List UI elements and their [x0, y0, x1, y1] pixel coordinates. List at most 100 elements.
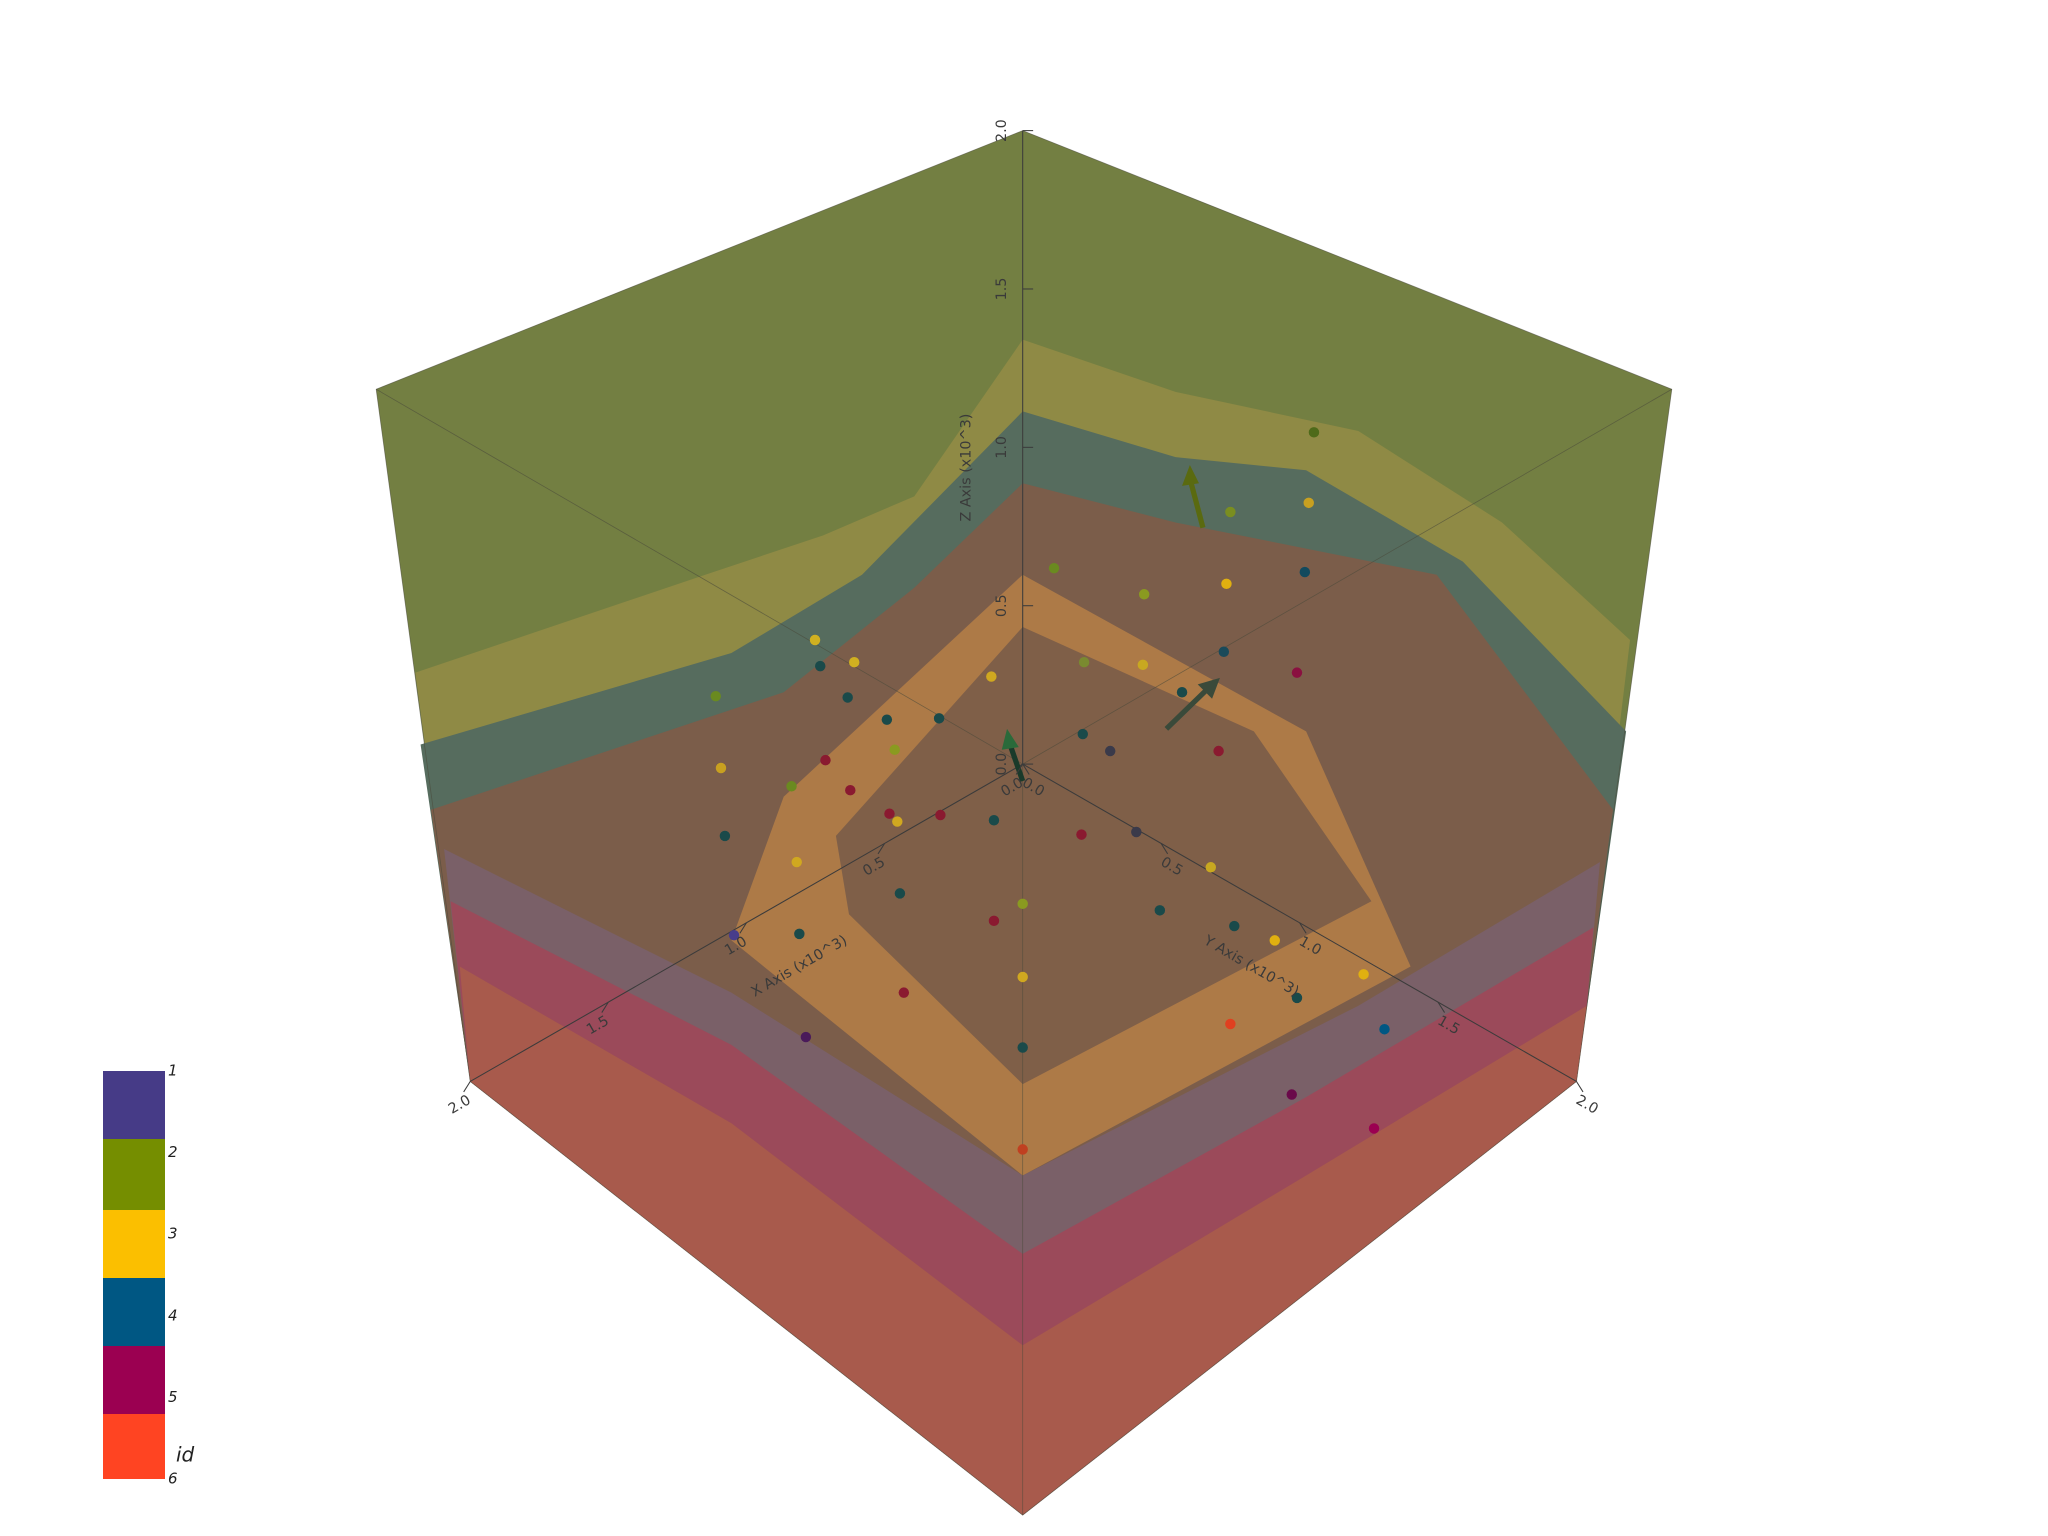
z-tick-label: 1.5 — [994, 278, 1010, 301]
colorbar-swatch — [103, 1139, 165, 1210]
point — [1299, 566, 1311, 578]
z-tick-label: 1.0 — [994, 436, 1010, 459]
colorbar-swatch — [103, 1346, 165, 1414]
tick-mark — [1022, 763, 1030, 775]
x-tick-label: 2.0 — [446, 1092, 474, 1117]
point — [894, 888, 906, 899]
colorbar-swatch — [103, 1210, 165, 1278]
colorbar-swatch — [103, 1414, 165, 1479]
colorbar-swatch — [103, 1071, 165, 1139]
z-tick-label: 0.0 — [994, 753, 1010, 776]
point — [988, 815, 1000, 826]
point — [1137, 659, 1149, 671]
colorbar: id 1 2 3 4 5 6 — [103, 1062, 195, 1488]
point — [1131, 826, 1142, 838]
point — [710, 690, 721, 702]
arrow-head — [1182, 464, 1200, 486]
point — [988, 915, 1000, 927]
point — [848, 656, 860, 668]
point — [794, 928, 805, 940]
scene: 0.00.51.01.52.0X Axis (x10^3)0.00.51.01.… — [375, 119, 1673, 1516]
point — [800, 1031, 812, 1043]
colorbar-label: 5 — [168, 1388, 178, 1406]
point — [933, 713, 945, 724]
arrow — [1164, 687, 1209, 731]
point — [986, 671, 997, 682]
point — [1205, 862, 1216, 873]
colorbar-label: 3 — [168, 1225, 178, 1243]
arrow — [1008, 746, 1026, 782]
point — [719, 830, 731, 842]
tick-mark — [463, 1081, 471, 1093]
arrow-head — [1197, 677, 1220, 699]
point — [1379, 1023, 1390, 1035]
point — [1213, 745, 1224, 757]
layer-pink — [450, 901, 1594, 1516]
point — [1291, 667, 1303, 678]
point — [892, 816, 903, 827]
tick-mark — [601, 1001, 609, 1013]
point — [1017, 971, 1028, 983]
point — [815, 660, 826, 672]
z-tick-label: 2.0 — [994, 119, 1010, 142]
tick-mark — [1437, 1001, 1446, 1013]
point — [845, 784, 856, 796]
point — [1303, 497, 1314, 509]
tick-mark — [1160, 843, 1169, 855]
point — [1078, 656, 1090, 668]
layer-grey — [444, 848, 1600, 1516]
point — [809, 634, 821, 646]
colorbar-label: 2 — [168, 1143, 178, 1161]
point — [1017, 1144, 1028, 1155]
point — [1229, 920, 1240, 932]
colorbar-title: id — [176, 1443, 195, 1467]
point — [1225, 1018, 1236, 1030]
point — [1048, 562, 1060, 574]
orientations — [1001, 464, 1220, 782]
point — [1368, 1123, 1380, 1134]
arrow-head — [1001, 728, 1019, 750]
tick-mark — [877, 843, 886, 855]
colorbar-swatch — [103, 1278, 165, 1346]
z-tick-label: 0.5 — [994, 594, 1010, 617]
tick-mark — [739, 922, 747, 934]
points — [710, 427, 1390, 1155]
point — [1269, 935, 1280, 946]
point — [1308, 427, 1320, 438]
point — [1077, 728, 1088, 740]
tick-mark — [1576, 1081, 1584, 1093]
point — [1218, 646, 1230, 657]
point — [1225, 506, 1236, 518]
point — [898, 987, 910, 998]
point — [1358, 969, 1369, 980]
point — [791, 856, 802, 868]
layer-center — [835, 626, 1372, 1085]
point — [1221, 578, 1232, 590]
colorbar-label: 4 — [168, 1306, 178, 1324]
point — [715, 762, 727, 774]
y-tick-label: 2.0 — [1573, 1092, 1601, 1117]
point — [1286, 1089, 1297, 1100]
point — [1076, 829, 1087, 840]
colorbar-label: 6 — [168, 1470, 178, 1488]
point — [889, 744, 900, 755]
tick-mark — [1015, 763, 1024, 775]
point — [1104, 745, 1116, 757]
point — [884, 808, 895, 819]
point — [1017, 1042, 1028, 1053]
point — [1154, 905, 1166, 916]
point — [1017, 898, 1028, 910]
point — [842, 692, 853, 703]
point — [1176, 687, 1188, 698]
arrow — [1188, 482, 1206, 529]
point — [786, 781, 797, 792]
tick-mark — [1299, 922, 1307, 934]
point — [935, 809, 946, 821]
point — [1138, 589, 1150, 600]
point — [728, 929, 740, 941]
colorbar-label: 1 — [168, 1062, 178, 1080]
point — [1291, 992, 1303, 1004]
point — [820, 754, 831, 766]
point — [881, 714, 893, 725]
